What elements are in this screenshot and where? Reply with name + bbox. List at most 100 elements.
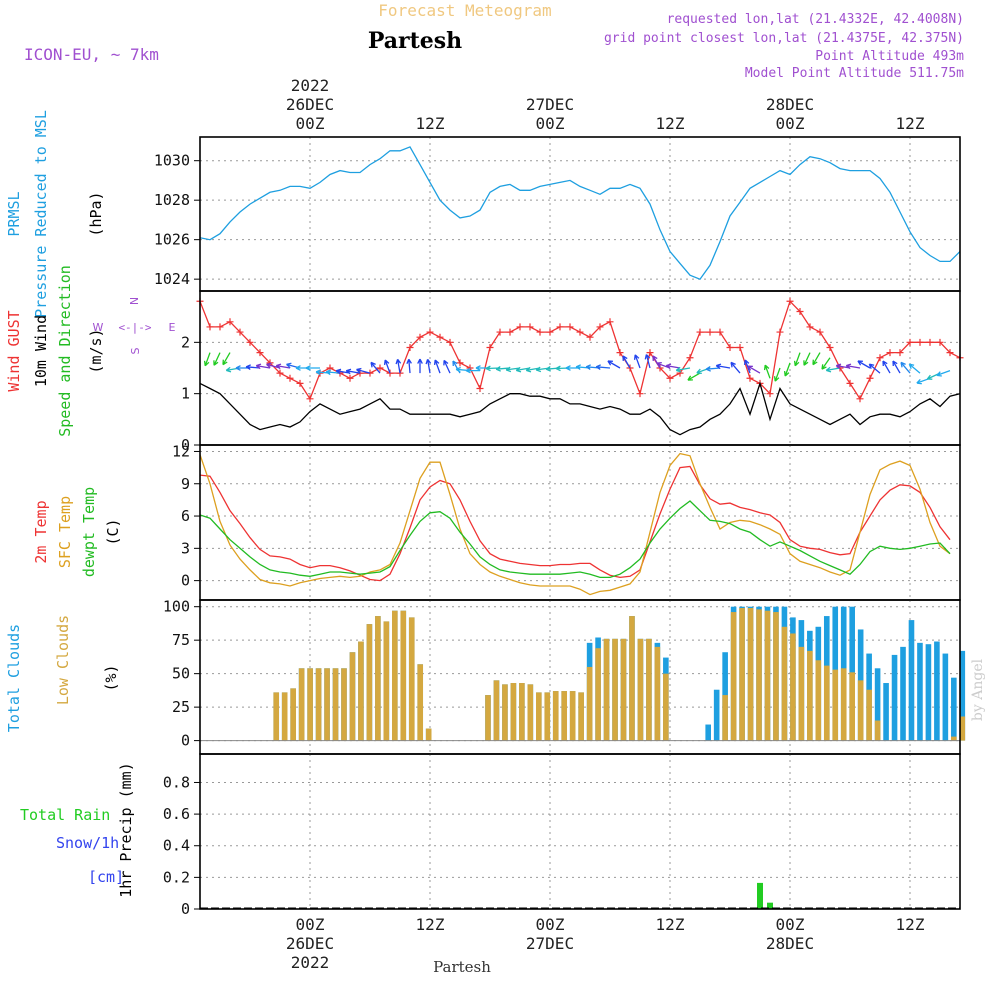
time-tick-label: 12Z [896, 915, 925, 934]
panel-frame [199, 444, 961, 601]
time-tick-label: 26DEC [286, 95, 334, 114]
gust-marker [346, 374, 354, 382]
cloud-bar [713, 689, 720, 741]
cloud-bar [900, 646, 906, 741]
series-line [200, 300, 960, 401]
gust-marker [676, 369, 684, 377]
time-tick-label: 00Z [536, 114, 565, 133]
gust-marker [886, 349, 894, 357]
panel-frame [199, 753, 961, 910]
gust-marker [696, 328, 704, 336]
gust-marker [226, 318, 234, 326]
wind-arrow [857, 360, 871, 369]
gust-marker [586, 333, 594, 341]
wind-arrow [417, 358, 423, 374]
gust-marker [916, 338, 924, 346]
model-point-altitude: Model Point Altitude 511.75m [745, 66, 964, 81]
time-tick-label: 00Z [776, 915, 805, 934]
wind-arrow [936, 369, 951, 377]
cloud-bar [722, 695, 728, 741]
cloud-bar [536, 692, 542, 741]
wind-arrow [595, 364, 611, 370]
wind-arrow [825, 366, 841, 373]
wind-arrow [868, 363, 881, 374]
gust-marker [276, 369, 284, 377]
cloud-bar [637, 638, 644, 741]
grid-coords: grid point closest lon,lat (21.4375E, 42… [604, 31, 964, 46]
cloud-bar [586, 666, 593, 741]
time-tick-label: 12Z [896, 114, 925, 133]
cloud-bar [425, 728, 432, 741]
wind-arrow [892, 360, 901, 374]
wind-arrow [515, 366, 531, 373]
axis-label: Pressure Reduced to MSL [32, 110, 50, 318]
wind-arrow [633, 354, 641, 369]
cloud-bar [612, 638, 618, 741]
cloud-bar [739, 608, 745, 741]
cloud-bar [705, 724, 711, 741]
time-tick-label: 12Z [656, 915, 685, 934]
cloud-bar [730, 612, 737, 741]
series-line [200, 452, 951, 596]
precip-bar [767, 902, 773, 909]
wind-arrow [821, 357, 831, 370]
cloud-bar [832, 669, 839, 741]
cloud-bar [281, 692, 288, 741]
cloud-bar [544, 692, 551, 741]
cloud-bar [527, 684, 534, 741]
cloud-bar [874, 720, 881, 741]
wind-arrow [255, 363, 271, 370]
cloud-bar [595, 648, 601, 741]
cloud-bar [747, 608, 754, 741]
y-tick-label: 1026 [154, 231, 190, 249]
wind-arrow [793, 352, 801, 367]
wind-arrow [443, 359, 451, 374]
temperature-panel: 0 3 6 9 12 2m Temp SFC Temp dewpt Temp (C) [32, 442, 961, 601]
time-tick-label: 27DEC [526, 95, 574, 114]
gust-marker [876, 354, 884, 362]
axis-label: Low Clouds [54, 615, 72, 705]
wind-arrow [783, 362, 791, 377]
gust-marker [926, 338, 934, 346]
wind-arrow [395, 358, 402, 374]
gust-marker [816, 328, 824, 336]
axis-label: SFC Temp [56, 496, 74, 568]
cloud-bar [891, 654, 898, 741]
gust-marker [556, 323, 564, 331]
cloud-bar [807, 650, 813, 741]
gust-marker [256, 349, 264, 357]
time-tick-label: 00Z [296, 915, 325, 934]
series-line [200, 381, 960, 436]
gust-marker [416, 333, 424, 341]
cloud-bar [815, 660, 822, 741]
wind-arrow [222, 352, 231, 366]
gust-marker [806, 323, 814, 331]
cloud-bar [629, 616, 635, 741]
cloud-bar [866, 689, 872, 741]
cloud-bar [315, 668, 322, 741]
axis-label: (%) [102, 664, 120, 691]
wind-arrow [715, 363, 731, 370]
cloud-bar [874, 668, 881, 741]
gust-marker [786, 297, 794, 305]
wind-arrow [687, 372, 701, 381]
wind-arrow [812, 352, 821, 366]
wind-arrow [433, 359, 441, 374]
wind-arrow [763, 364, 771, 379]
gust-marker [866, 374, 874, 382]
cloud-bar [349, 652, 356, 741]
cloud-bar [942, 653, 949, 741]
y-tick-label: 100 [163, 598, 190, 616]
cloud-bar [366, 624, 373, 741]
cloud-bar [790, 633, 796, 741]
time-tick-label: 2022 [291, 953, 330, 972]
gust-marker [666, 374, 674, 382]
y-tick-label: 12 [172, 442, 190, 460]
gust-marker [376, 364, 384, 372]
gust-marker [486, 343, 494, 351]
gust-marker [296, 379, 304, 387]
axis-label: dewpt Temp [80, 487, 98, 577]
gust-marker [576, 328, 584, 336]
compass-east: E [169, 321, 176, 334]
